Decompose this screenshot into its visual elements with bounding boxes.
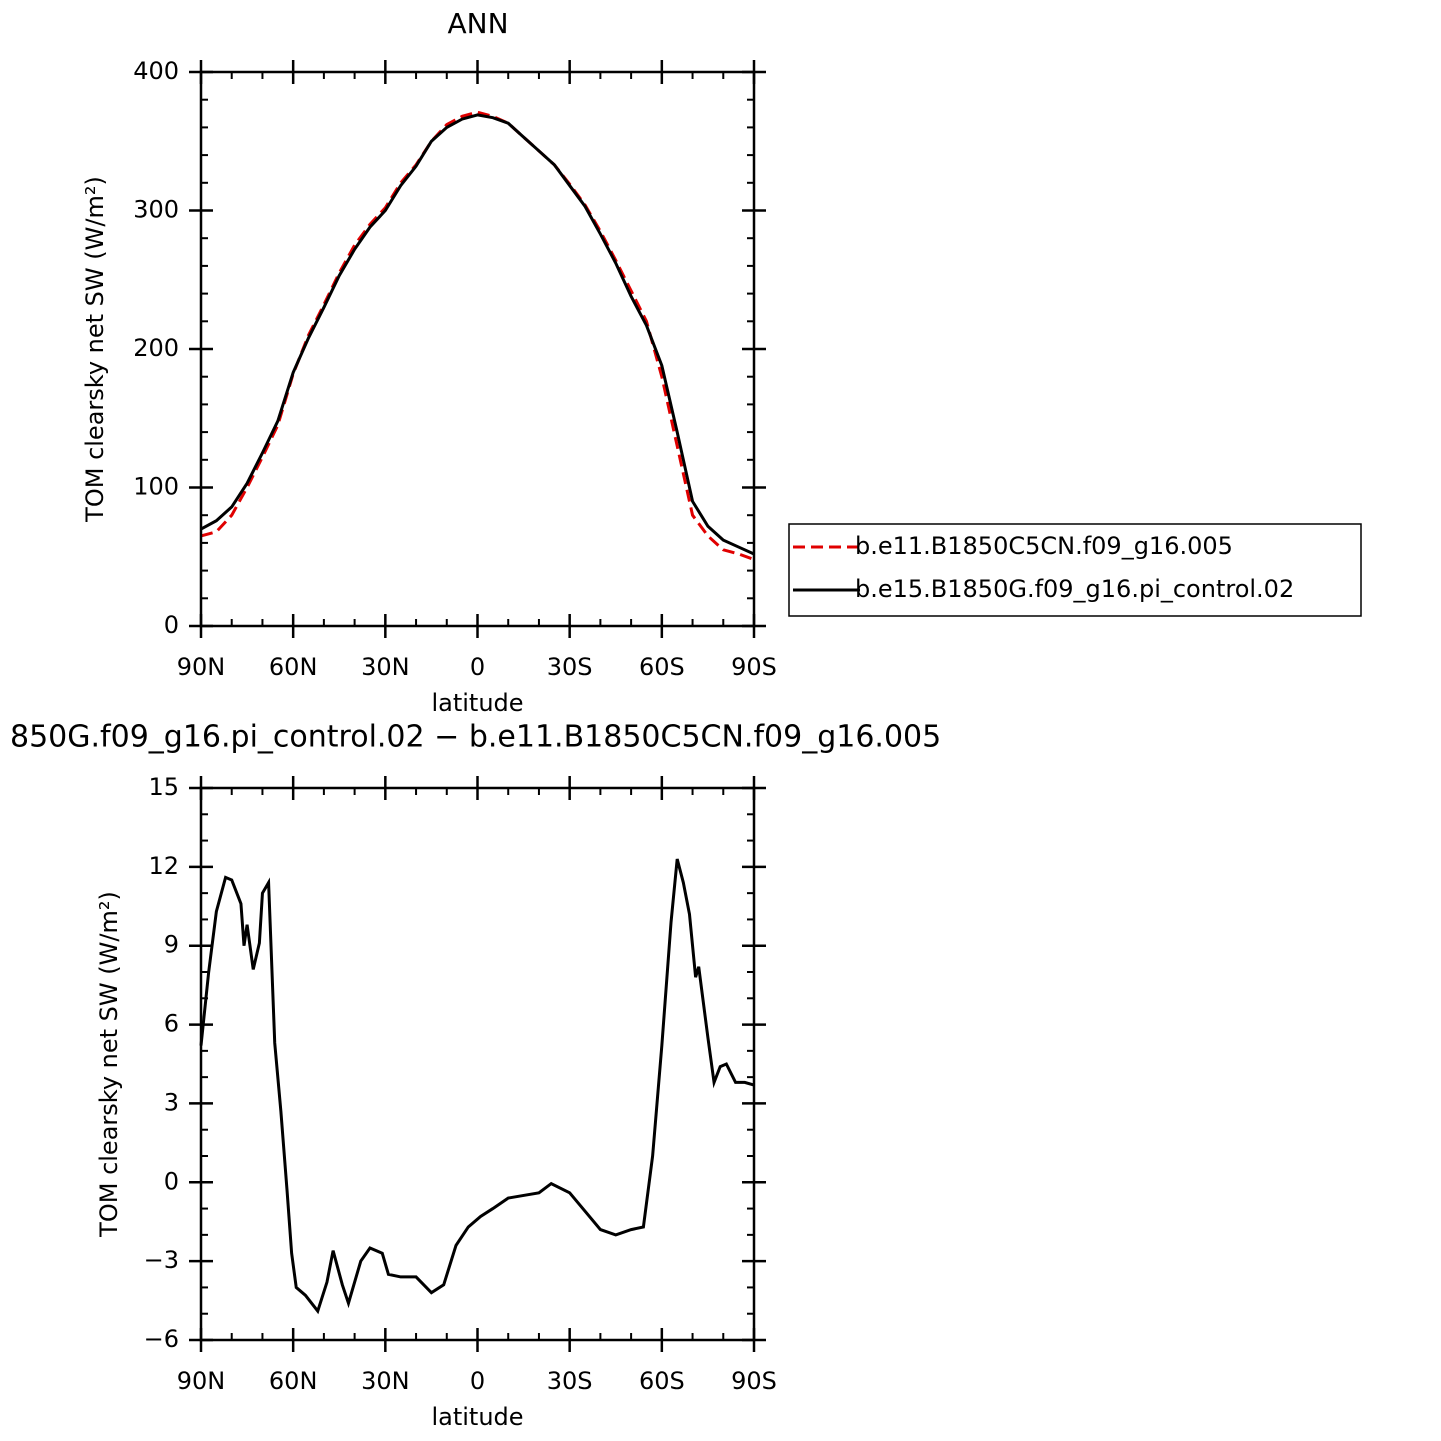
series-line xyxy=(199,858,755,1315)
x-tick-label: 90N xyxy=(177,1367,226,1395)
y-tick-label: −3 xyxy=(144,1246,179,1274)
x-tick-label: 60S xyxy=(639,653,685,681)
x-axis-label: latitude xyxy=(431,689,523,717)
plot-frame xyxy=(199,786,756,1342)
x-tick-label: 60N xyxy=(269,653,318,681)
x-tick-label: 0 xyxy=(470,1367,485,1395)
plot-frame xyxy=(199,70,756,628)
chart-title: ANN xyxy=(447,7,508,40)
x-tick-label: 30S xyxy=(547,653,593,681)
y-tick-label: 9 xyxy=(164,931,179,959)
series-line xyxy=(200,113,755,556)
x-tick-label: 0 xyxy=(470,653,485,681)
x-tick-label: 30N xyxy=(361,1367,410,1395)
y-axis-label: TOM clearsky net SW (W/m²) xyxy=(95,891,123,1238)
y-tick-label: 15 xyxy=(148,773,179,801)
legend-label: b.e11.B1850C5CN.f09_g16.005 xyxy=(855,532,1233,560)
chart-title: 850G.f09_g16.pi_control.02 − b.e11.B1850… xyxy=(10,720,941,755)
y-axis-label: TOM clearsky net SW (W/m²) xyxy=(81,176,109,523)
x-tick-label: 30S xyxy=(547,1367,593,1395)
x-tick-label: 60N xyxy=(269,1367,318,1395)
legend-box xyxy=(788,523,1362,617)
y-tick-label: 0 xyxy=(164,611,179,639)
y-tick-label: −6 xyxy=(144,1325,179,1353)
y-tick-label: 3 xyxy=(164,1088,179,1116)
y-tick-label: 6 xyxy=(164,1010,179,1038)
y-tick-label: 200 xyxy=(133,334,179,362)
x-tick-label: 90N xyxy=(177,653,226,681)
x-tick-label: 90S xyxy=(731,653,777,681)
x-tick-label: 90S xyxy=(731,1367,777,1395)
y-tick-label: 100 xyxy=(133,473,179,501)
series-line xyxy=(200,110,755,561)
y-tick-label: 400 xyxy=(133,57,179,85)
legend-label: b.e15.B1850G.f09_g16.pi_control.02 xyxy=(855,575,1294,603)
y-tick-label: 12 xyxy=(148,852,179,880)
y-tick-label: 300 xyxy=(133,196,179,224)
y-tick-label: 0 xyxy=(164,1167,179,1195)
x-tick-label: 60S xyxy=(639,1367,685,1395)
x-axis-label: latitude xyxy=(431,1403,523,1431)
x-tick-label: 30N xyxy=(361,653,410,681)
